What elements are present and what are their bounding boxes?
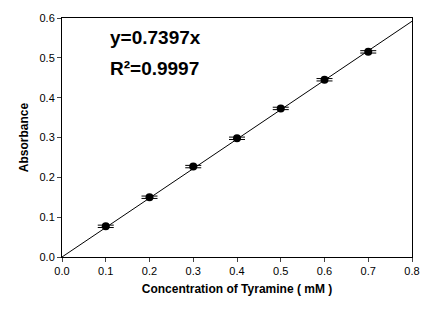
svg-text:0.5: 0.5 [273, 265, 288, 277]
svg-text:0.2: 0.2 [142, 265, 157, 277]
svg-text:0.0: 0.0 [54, 265, 69, 277]
svg-text:0.0: 0.0 [40, 251, 55, 263]
svg-text:0.4: 0.4 [229, 265, 244, 277]
svg-text:0.8: 0.8 [404, 265, 419, 277]
svg-text:Concentration of Tyramine ( mM: Concentration of Tyramine ( mM ) [142, 282, 332, 296]
svg-text:0.7: 0.7 [361, 265, 376, 277]
svg-text:0.3: 0.3 [186, 265, 201, 277]
svg-text:R²=0.9997: R²=0.9997 [110, 58, 199, 79]
svg-text:0.6: 0.6 [40, 12, 55, 24]
svg-text:0.3: 0.3 [40, 131, 55, 143]
svg-text:0.1: 0.1 [98, 265, 113, 277]
svg-text:0.1: 0.1 [40, 211, 55, 223]
svg-text:0.6: 0.6 [317, 265, 332, 277]
svg-text:y=0.7397x: y=0.7397x [110, 27, 201, 48]
svg-text:0.5: 0.5 [40, 52, 55, 64]
svg-text:0.4: 0.4 [40, 92, 55, 104]
svg-text:Absorbance: Absorbance [17, 103, 31, 173]
svg-text:0.2: 0.2 [40, 171, 55, 183]
